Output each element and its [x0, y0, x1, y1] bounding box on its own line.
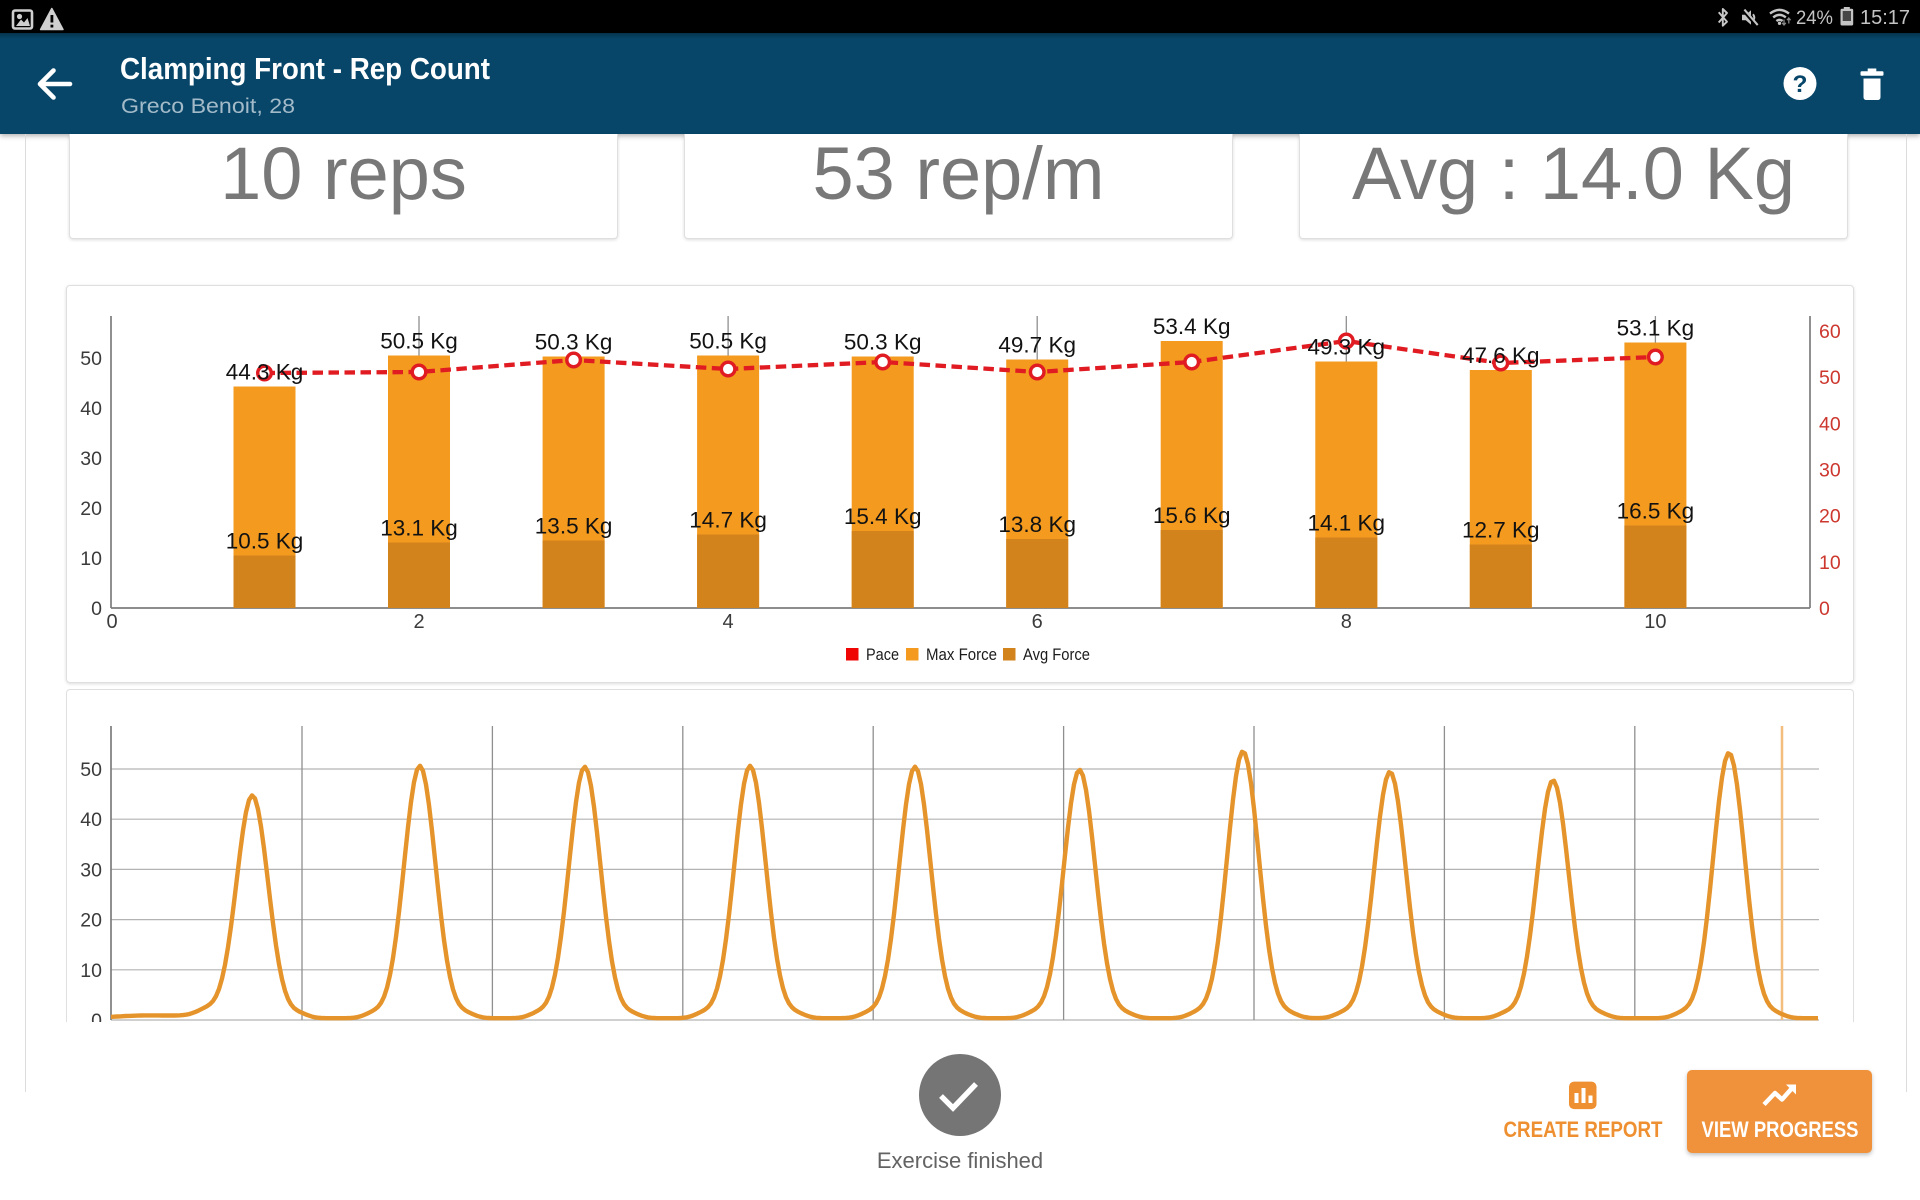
svg-text:CREATE REPORT: CREATE REPORT	[1504, 1117, 1663, 1142]
svg-text:10: 10	[80, 548, 102, 570]
svg-text:6: 6	[1032, 611, 1043, 633]
svg-text:0: 0	[91, 598, 102, 620]
svg-text:10: 10	[80, 960, 102, 982]
svg-text:53.1 Kg: 53.1 Kg	[1617, 316, 1695, 341]
svg-text:50: 50	[80, 759, 102, 781]
svg-text:Pace: Pace	[866, 646, 899, 664]
svg-text:50.5 Kg: 50.5 Kg	[380, 329, 458, 354]
svg-text:50.5 Kg: 50.5 Kg	[689, 329, 767, 354]
svg-text:20: 20	[1819, 506, 1841, 528]
svg-text:40: 40	[80, 398, 102, 420]
svg-text:15.6 Kg: 15.6 Kg	[1153, 503, 1231, 528]
svg-text:0: 0	[106, 611, 117, 633]
svg-text:44.3 Kg: 44.3 Kg	[226, 360, 304, 385]
svg-text:30: 30	[80, 859, 102, 881]
svg-text:50.3 Kg: 50.3 Kg	[844, 330, 922, 355]
svg-text:14.1 Kg: 14.1 Kg	[1308, 511, 1386, 536]
svg-text:8: 8	[1341, 611, 1352, 633]
svg-text:2: 2	[413, 611, 424, 633]
svg-text:Greco Benoit, 28: Greco Benoit, 28	[121, 94, 295, 118]
svg-text:30: 30	[1819, 460, 1841, 482]
svg-text:13.8 Kg: 13.8 Kg	[998, 512, 1076, 537]
svg-text:60: 60	[1819, 321, 1841, 343]
svg-text:53.4 Kg: 53.4 Kg	[1153, 314, 1231, 339]
svg-text:50: 50	[80, 348, 102, 370]
svg-text:Clamping Front - Rep Count: Clamping Front - Rep Count	[120, 52, 490, 86]
svg-text:49.7 Kg: 49.7 Kg	[998, 333, 1076, 358]
svg-text:24%: 24%	[1796, 7, 1833, 29]
svg-text:49.3 Kg: 49.3 Kg	[1308, 335, 1386, 360]
svg-text:40: 40	[80, 809, 102, 831]
svg-text:13.1 Kg: 13.1 Kg	[380, 516, 458, 541]
svg-text:16.5 Kg: 16.5 Kg	[1617, 499, 1695, 524]
svg-text:50: 50	[1819, 367, 1841, 389]
svg-text:30: 30	[80, 448, 102, 470]
svg-text:10.5 Kg: 10.5 Kg	[226, 529, 304, 554]
svg-text:40: 40	[1819, 413, 1841, 435]
svg-text:10: 10	[1644, 611, 1666, 633]
svg-text:15.4 Kg: 15.4 Kg	[844, 504, 922, 529]
svg-text:4: 4	[723, 611, 734, 633]
svg-text:?: ?	[1793, 71, 1808, 98]
svg-text:15:17: 15:17	[1860, 7, 1910, 29]
svg-text:VIEW PROGRESS: VIEW PROGRESS	[1702, 1117, 1859, 1142]
svg-text:50.3 Kg: 50.3 Kg	[535, 330, 613, 355]
svg-text:Max Force: Max Force	[926, 646, 997, 664]
svg-text:20: 20	[80, 910, 102, 932]
svg-text:13.5 Kg: 13.5 Kg	[535, 514, 613, 539]
svg-text:47.6 Kg: 47.6 Kg	[1462, 343, 1540, 368]
svg-text:0: 0	[1819, 598, 1830, 620]
svg-text:20: 20	[80, 498, 102, 520]
svg-text:10: 10	[1819, 552, 1841, 574]
svg-text:14.7 Kg: 14.7 Kg	[689, 508, 767, 533]
svg-text:12.7 Kg: 12.7 Kg	[1462, 518, 1540, 543]
svg-text:0: 0	[91, 1010, 102, 1022]
svg-text:Avg Force: Avg Force	[1023, 646, 1090, 664]
